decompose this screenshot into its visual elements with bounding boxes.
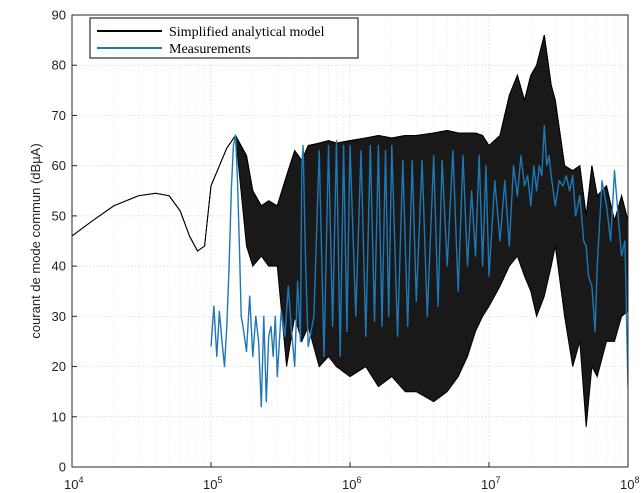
legend: Simplified analytical model Measurements (89, 17, 359, 59)
y-tick-label: 0 (59, 460, 66, 475)
legend-box (89, 17, 359, 59)
y-tick-label: 60 (52, 158, 66, 173)
tick-labels: 104 105 106 107 108 0 10 20 30 40 50 60 70 80 90 (52, 8, 640, 493)
x-tick-label: 107 (481, 475, 500, 492)
legend-label-model: Simplified analytical model (169, 25, 325, 40)
series-measurements-line (210, 124, 628, 408)
x-tick-label: 108 (620, 475, 639, 492)
y-tick-label: 90 (52, 8, 66, 23)
x-tick-label: 105 (203, 475, 222, 492)
y-tick-label: 20 (52, 359, 66, 374)
ticks (71, 14, 629, 468)
y-tick-label: 70 (52, 108, 66, 123)
legend-label-measurements: Measurements (169, 42, 251, 57)
y-tick-label: 50 (52, 208, 66, 223)
y-tick-label: 10 (52, 409, 66, 424)
y-tick-label: 40 (52, 259, 66, 274)
y-axis-label: courant de mode commun (dBµA) (28, 143, 43, 338)
x-tick-label: 106 (342, 475, 361, 492)
x-tick-label: 104 (64, 475, 83, 492)
series-layer (72, 34, 628, 427)
series-model-line (72, 34, 628, 252)
y-tick-label: 80 (52, 58, 66, 73)
y-tick-label: 30 (52, 309, 66, 324)
